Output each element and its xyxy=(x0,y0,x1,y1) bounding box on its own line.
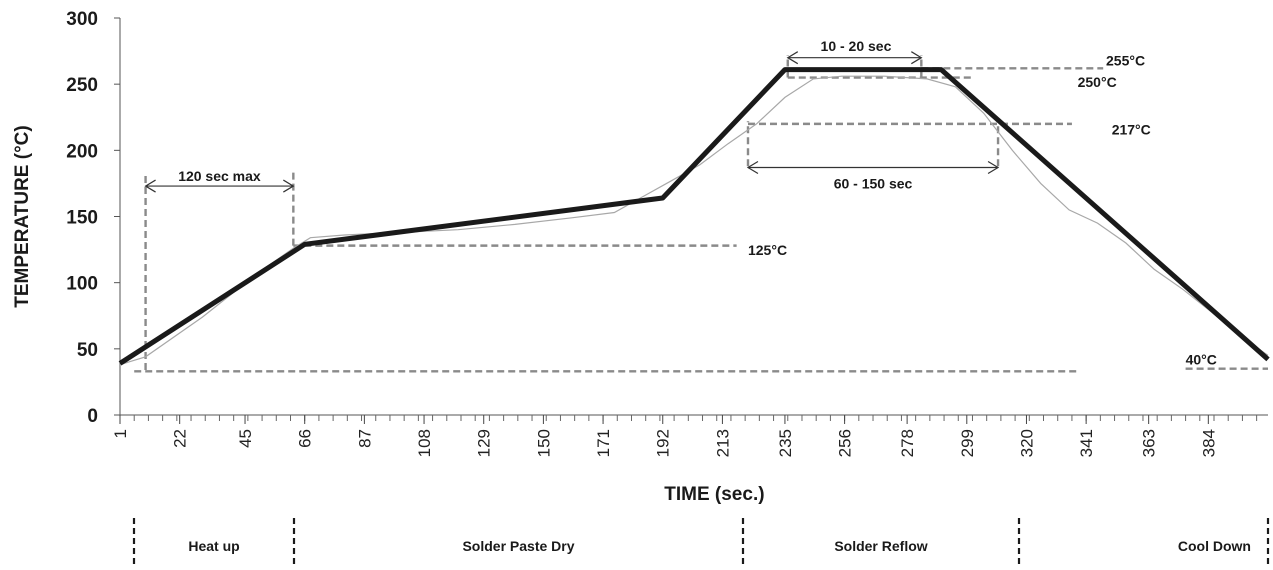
y-tick-label: 100 xyxy=(66,274,98,295)
x-axis-title: TIME (sec.) xyxy=(664,484,764,505)
x-tick-label: 192 xyxy=(654,429,673,457)
x-tick-label: 66 xyxy=(296,429,315,448)
arrow-60-150-sec-head-right xyxy=(987,161,1000,175)
annotation-label: 40°C xyxy=(1186,352,1217,368)
arrow-120-sec-head-right xyxy=(283,179,295,193)
arrow-10-20-sec-head-right xyxy=(911,51,923,65)
x-tick-label: 171 xyxy=(594,429,613,457)
y-tick-label: 50 xyxy=(77,340,98,361)
x-tick-label: 1 xyxy=(111,429,130,438)
annotation-label: 255°C xyxy=(1106,53,1145,69)
x-tick-label: 384 xyxy=(1199,429,1218,457)
phase-label: Heat up xyxy=(188,538,239,554)
x-tick-label: 150 xyxy=(534,429,553,457)
x-tick-label: 108 xyxy=(415,429,434,457)
y-tick-label: 0 xyxy=(87,406,98,427)
arrow-60-150-sec-head-left xyxy=(746,161,759,175)
x-tick-label: 45 xyxy=(236,429,255,448)
annotation-label: 217°C xyxy=(1112,121,1151,137)
series-profile-line xyxy=(118,67,1270,366)
x-tick-label: 213 xyxy=(713,429,732,457)
arrow-120-sec-head-left xyxy=(144,179,156,193)
x-tick-label: 87 xyxy=(355,429,374,448)
phase-label: Solder Reflow xyxy=(834,538,927,554)
annotation-label: 250°C xyxy=(1078,74,1117,90)
x-tick-label: 299 xyxy=(958,429,977,457)
annotation-label: 125°C xyxy=(748,242,787,258)
annotation-label: 60 - 150 sec xyxy=(834,176,913,192)
x-tick-label: 341 xyxy=(1077,429,1096,457)
series-measured-line xyxy=(119,75,1269,366)
y-tick-label: 200 xyxy=(66,141,98,162)
y-tick-label: 300 xyxy=(66,9,98,30)
phase-label: Solder Paste Dry xyxy=(462,538,574,554)
y-tick-label: 150 xyxy=(66,208,98,229)
x-tick-label: 235 xyxy=(776,429,795,457)
annotation-label: 10 - 20 sec xyxy=(821,38,892,54)
arrow-10-20-sec-head-left xyxy=(786,51,799,65)
y-axis-title: TEMPERATURE (°C) xyxy=(12,125,33,307)
y-tick-label: 250 xyxy=(66,75,98,96)
x-tick-label: 129 xyxy=(475,429,494,457)
x-tick-label: 363 xyxy=(1140,429,1159,457)
x-tick-label: 256 xyxy=(836,429,855,457)
phase-label: Cool Down xyxy=(1178,538,1251,554)
annotation-label: 120 sec max xyxy=(178,168,261,184)
x-tick-label: 320 xyxy=(1017,429,1036,457)
x-tick-label: 278 xyxy=(898,429,917,457)
x-tick-label: 22 xyxy=(171,429,190,448)
